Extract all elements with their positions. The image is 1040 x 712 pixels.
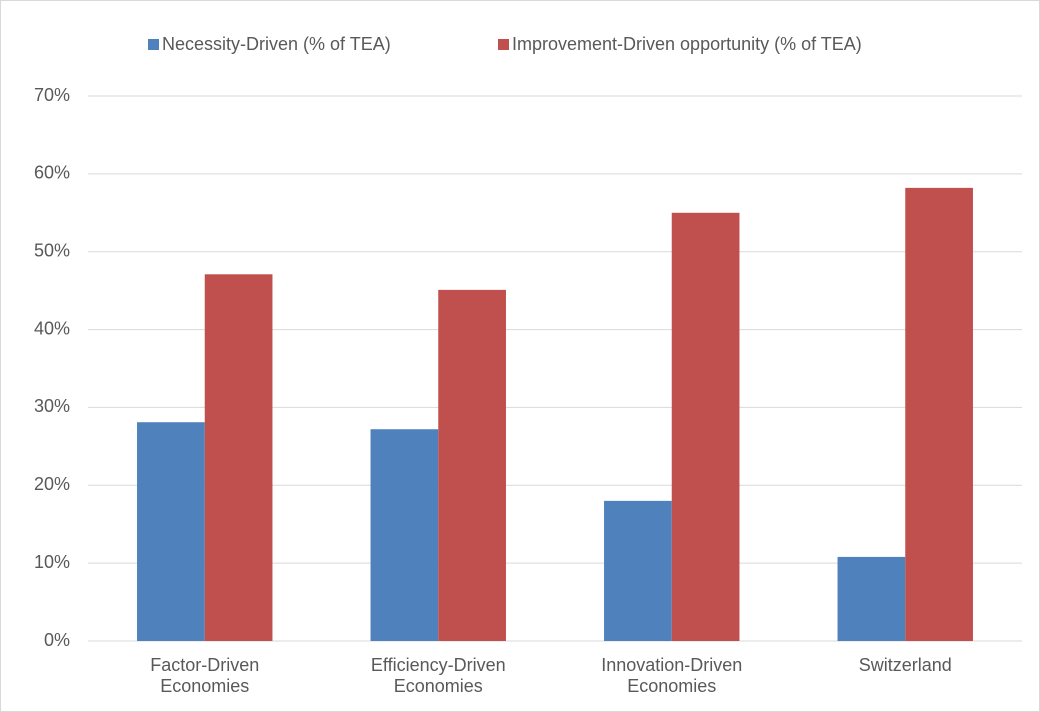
- x-tick-label: Efficiency-Driven Economies: [370, 655, 506, 696]
- legend-swatch: [498, 39, 509, 50]
- x-tick-label: Innovation-Driven Economies: [601, 655, 743, 696]
- bar: [837, 556, 906, 641]
- legend-label: Improvement-Driven opportunity (% of TEA…: [512, 34, 862, 54]
- bar: [905, 187, 973, 641]
- y-tick-label: 0%: [44, 630, 70, 650]
- bar: [604, 500, 672, 641]
- legend-swatch: [148, 39, 159, 50]
- y-tick-label: 20%: [34, 474, 70, 494]
- x-tick-label: Switzerland: [858, 655, 952, 675]
- bar: [671, 212, 740, 642]
- bar: [137, 422, 205, 641]
- y-tick-label: 40%: [34, 318, 70, 338]
- bar: [370, 429, 439, 641]
- bar: [438, 289, 506, 641]
- x-tick-label: Factor-Driven Economies: [150, 655, 260, 696]
- y-tick-label: 60%: [34, 163, 70, 183]
- y-tick-label: 30%: [34, 396, 70, 416]
- bar: [204, 274, 273, 641]
- legend-label: Necessity-Driven (% of TEA): [162, 34, 391, 54]
- y-tick-label: 70%: [34, 85, 70, 105]
- y-tick-label: 10%: [34, 552, 70, 572]
- y-tick-label: 50%: [34, 240, 70, 260]
